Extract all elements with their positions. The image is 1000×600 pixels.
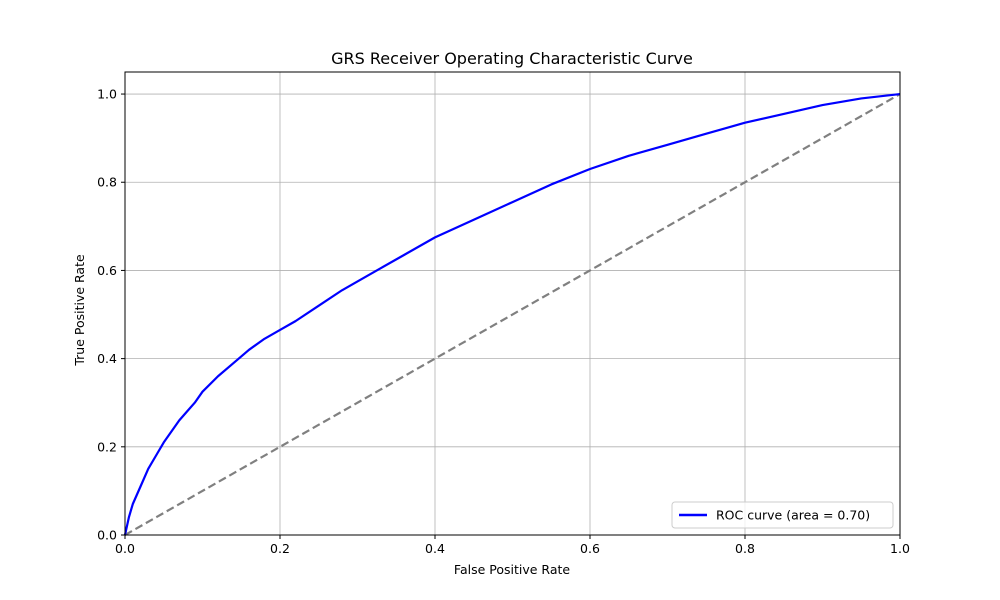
y-tick-label: 1.0 <box>97 87 117 102</box>
x-tick-label: 1.0 <box>890 541 910 556</box>
x-tick-label: 0.8 <box>735 541 755 556</box>
plot-background <box>125 72 900 535</box>
y-tick-label: 0.2 <box>97 439 117 454</box>
plot-frame <box>124 71 901 536</box>
x-tick-label: 0.0 <box>115 541 135 556</box>
x-tick-label: 0.2 <box>270 541 290 556</box>
y-tick-label: 0.0 <box>97 528 117 543</box>
chance-diagonal-line <box>124 93 901 536</box>
x-axis-label: False Positive Rate <box>454 562 570 577</box>
x-tick-label: 0.6 <box>580 541 600 556</box>
y-axis-ticks: 0.0 0.2 0.4 0.6 0.8 1.0 <box>97 87 125 543</box>
legend-label-roc: ROC curve (area = 0.70) <box>716 508 870 523</box>
y-tick-label: 0.8 <box>97 175 117 190</box>
y-tick-label: 0.4 <box>97 351 117 366</box>
plot-area <box>123 71 901 536</box>
chart-title: GRS Receiver Operating Characteristic Cu… <box>331 49 693 68</box>
y-axis-label: True Positive Rate <box>72 254 87 367</box>
x-tick-label: 0.4 <box>425 541 445 556</box>
series-layer <box>123 92 901 536</box>
legend-box <box>671 501 894 529</box>
legend: ROC curve (area = 0.70) <box>671 501 894 529</box>
x-axis-ticks: 0.0 0.2 0.4 0.6 0.8 1.0 <box>115 535 910 556</box>
roc-curve-line <box>123 92 901 536</box>
y-tick-label: 0.6 <box>97 263 117 278</box>
